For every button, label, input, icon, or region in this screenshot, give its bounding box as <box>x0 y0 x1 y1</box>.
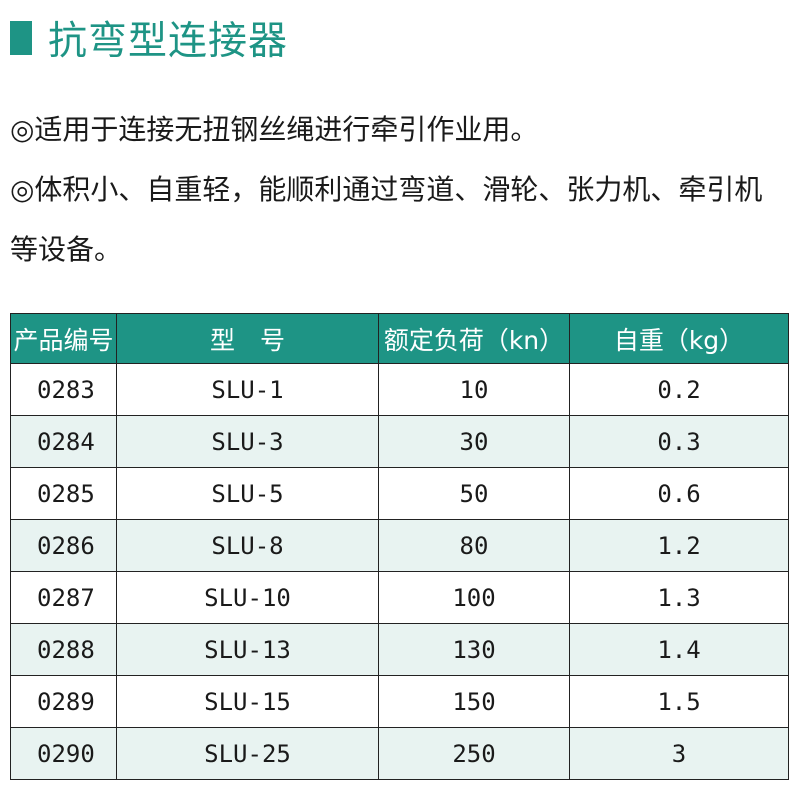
cell-model: SLU-10 <box>116 571 379 624</box>
cell-model: SLU-1 <box>116 363 379 416</box>
cell-weight: 0.6 <box>569 467 789 520</box>
header-rated-load: 额定负荷（kn） <box>378 313 570 364</box>
page-title-row: 抗弯型连接器 <box>10 10 288 66</box>
cell-weight: 1.5 <box>569 675 789 728</box>
cell-product-code: 0289 <box>10 675 117 728</box>
cell-product-code: 0290 <box>10 727 117 780</box>
table-row: 0285 SLU-5 50 0.6 <box>10 467 789 520</box>
cell-rated-load: 50 <box>378 467 570 520</box>
table-row: 0288 SLU-13 130 1.4 <box>10 623 789 676</box>
cell-model: SLU-8 <box>116 519 379 572</box>
cell-product-code: 0287 <box>10 571 117 624</box>
header-model: 型 号 <box>116 313 379 364</box>
cell-weight: 0.2 <box>569 363 789 416</box>
cell-weight: 3 <box>569 727 789 780</box>
cell-rated-load: 250 <box>378 727 570 780</box>
cell-weight: 1.3 <box>569 571 789 624</box>
cell-weight: 1.2 <box>569 519 789 572</box>
cell-product-code: 0288 <box>10 623 117 676</box>
cell-model: SLU-13 <box>116 623 379 676</box>
cell-product-code: 0283 <box>10 363 117 416</box>
description-line-1: ◎适用于连接无扭钢丝绳进行牵引作业用。 <box>10 113 539 146</box>
table-header-row: 产品编号 型 号 额定负荷（kn） 自重（kg） <box>10 313 789 364</box>
table-row: 0289 SLU-15 150 1.5 <box>10 675 789 728</box>
description-line-2: ◎体积小、自重轻，能顺利通过弯道、滑轮、张力机、牵引机等设备。 <box>10 173 763 266</box>
page-title: 抗弯型连接器 <box>48 19 289 64</box>
cell-rated-load: 10 <box>378 363 570 416</box>
header-weight: 自重（kg） <box>569 313 789 364</box>
cell-rated-load: 130 <box>378 623 570 676</box>
table-row: 0287 SLU-10 100 1.3 <box>10 571 789 624</box>
cell-model: SLU-15 <box>116 675 379 728</box>
cell-rated-load: 30 <box>378 415 570 468</box>
table-row: 0284 SLU-3 30 0.3 <box>10 415 789 468</box>
cell-weight: 0.3 <box>569 415 789 468</box>
cell-rated-load: 100 <box>378 571 570 624</box>
cell-product-code: 0285 <box>10 467 117 520</box>
table-row: 0290 SLU-25 250 3 <box>10 727 789 780</box>
table-row: 0283 SLU-1 10 0.2 <box>10 363 789 416</box>
cell-model: SLU-25 <box>116 727 379 780</box>
title-square-marker <box>10 21 32 55</box>
spec-table: 产品编号 型 号 额定负荷（kn） 自重（kg） 0283 SLU-1 10 0… <box>10 313 789 780</box>
table-row: 0286 SLU-8 80 1.2 <box>10 519 789 572</box>
product-description: ◎适用于连接无扭钢丝绳进行牵引作业用。 ◎体积小、自重轻，能顺利通过弯道、滑轮、… <box>10 100 790 280</box>
cell-model: SLU-3 <box>116 415 379 468</box>
cell-rated-load: 150 <box>378 675 570 728</box>
cell-rated-load: 80 <box>378 519 570 572</box>
cell-weight: 1.4 <box>569 623 789 676</box>
cell-product-code: 0284 <box>10 415 117 468</box>
header-product-code: 产品编号 <box>10 313 117 364</box>
cell-model: SLU-5 <box>116 467 379 520</box>
cell-product-code: 0286 <box>10 519 117 572</box>
